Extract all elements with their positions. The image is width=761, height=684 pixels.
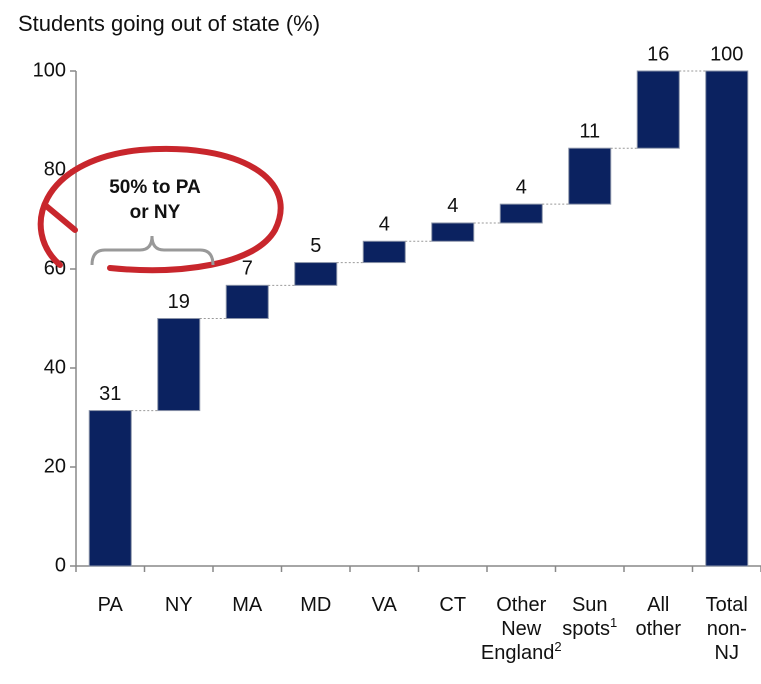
y-tick-label: 20	[44, 455, 66, 477]
label-line: PA	[98, 594, 124, 616]
x-tick-label: MA	[232, 594, 263, 616]
x-tick-label: NY	[165, 594, 193, 616]
label-line: All	[647, 594, 669, 616]
y-tick-label: 40	[44, 356, 66, 378]
value-label: 100	[710, 43, 743, 65]
value-label: 4	[516, 176, 527, 198]
bar	[225, 284, 269, 319]
x-tick-label: MD	[300, 594, 331, 616]
bar	[294, 262, 338, 286]
label-line: Total	[706, 594, 748, 616]
annotation-line: 50% to PA	[109, 177, 201, 198]
value-label: 7	[242, 258, 253, 280]
y-tick-label: 0	[55, 554, 66, 576]
x-tick-label: Sun spots1	[562, 594, 617, 640]
label-line: CT	[439, 594, 466, 616]
label-line: MD	[300, 594, 331, 616]
value-label: 11	[579, 121, 600, 143]
value-label: 31	[99, 383, 121, 405]
value-label: 5	[310, 235, 321, 257]
x-tick-label: CT	[439, 594, 466, 616]
label-line: non-	[707, 618, 747, 640]
annotation: 50% to PA or NY	[109, 177, 201, 223]
bar	[88, 410, 132, 567]
annotation-ellipse	[37, 146, 284, 274]
bar	[568, 147, 612, 205]
x-tick-label: PA	[98, 594, 124, 616]
label-line: spots1	[562, 615, 617, 640]
chart-title: Students going out of state (%)	[18, 11, 320, 36]
x-tick-label: Other New England2	[481, 594, 562, 664]
label-line: NY	[165, 594, 193, 616]
value-label: 4	[379, 214, 390, 236]
bar	[362, 240, 406, 264]
bar	[157, 318, 201, 412]
annotation-line: or NY	[130, 202, 181, 223]
bar	[636, 70, 680, 149]
superscript: 1	[610, 615, 617, 630]
bar	[499, 203, 543, 224]
value-label: 4	[447, 195, 458, 217]
bar	[705, 70, 749, 567]
x-tick-label: All other	[635, 594, 681, 640]
superscript: 2	[554, 639, 561, 654]
value-label: 19	[168, 291, 190, 313]
label-line: MA	[232, 594, 263, 616]
label-line: Sun	[572, 594, 608, 616]
x-tick-label: VA	[372, 594, 398, 616]
y-tick-label: 80	[44, 158, 66, 180]
label-line: England2	[481, 639, 562, 664]
label-line: Other	[496, 594, 546, 616]
label-line: New	[501, 618, 542, 640]
value-label: 16	[647, 43, 669, 65]
bar	[431, 222, 475, 242]
label-line: VA	[372, 594, 398, 616]
brace	[90, 235, 215, 266]
y-tick-label: 100	[33, 59, 66, 81]
label-line: NJ	[715, 642, 739, 664]
x-tick-label: Total non-NJ	[706, 594, 748, 664]
label-line: other	[635, 618, 681, 640]
annotation-tail	[42, 202, 78, 233]
